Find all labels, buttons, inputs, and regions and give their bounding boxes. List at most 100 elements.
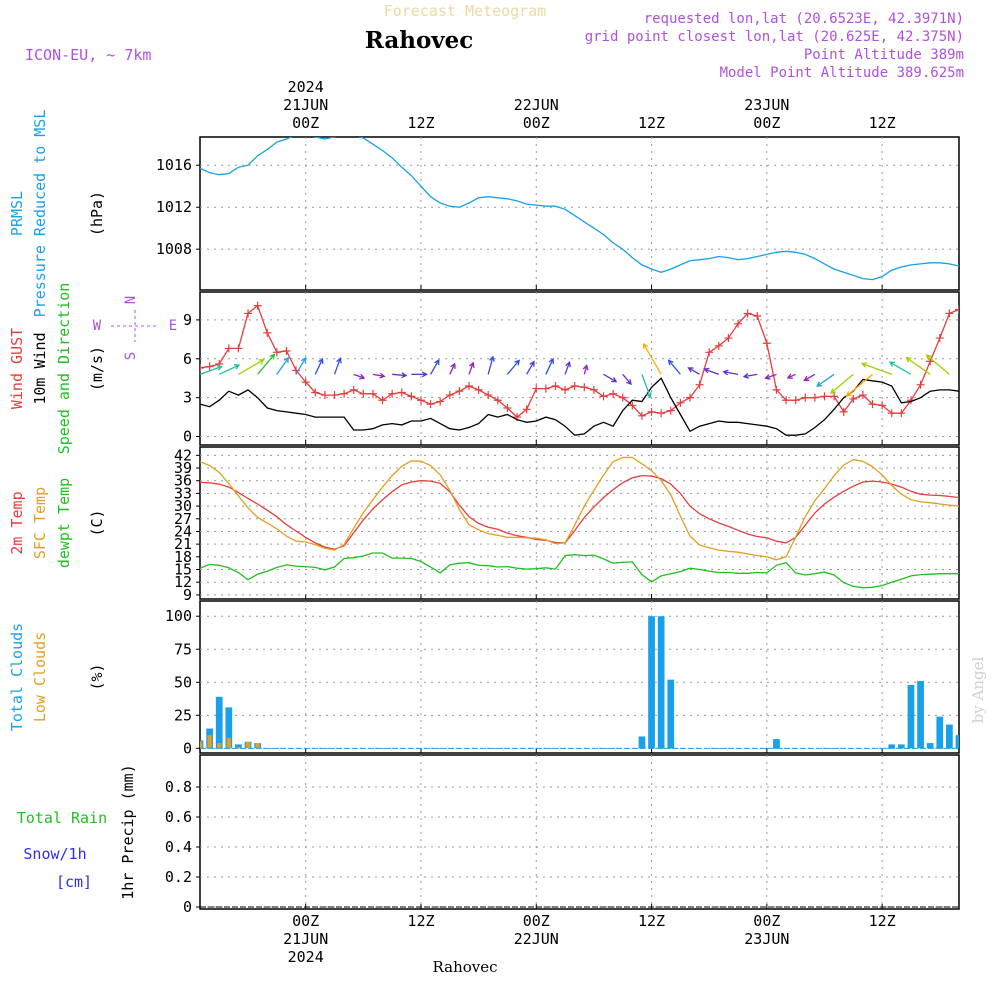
wind-arrow-head — [529, 360, 535, 367]
y-tick-label: 6 — [183, 350, 192, 368]
compass-north: N — [123, 296, 139, 304]
meta-requested: requested lon,lat (20.6523E, 42.3971N) — [644, 11, 964, 27]
gust-marker — [200, 363, 204, 372]
wind-arrow — [668, 359, 681, 375]
bar-total-clouds — [888, 744, 896, 749]
gust-marker — [484, 391, 493, 400]
gust-marker — [205, 362, 214, 371]
wind-arrow — [688, 367, 700, 375]
wind-arrow-head — [722, 369, 729, 376]
bar-low-clouds — [226, 737, 231, 749]
wind-arrow-head — [318, 357, 324, 364]
y-tick-label: 0 — [183, 428, 192, 446]
y-tick-label: 25 — [174, 706, 192, 724]
bar-total-clouds — [955, 735, 959, 749]
gust-marker — [897, 409, 906, 418]
wind-arrow-head — [860, 362, 868, 368]
time-label: 00Z — [523, 114, 550, 132]
time-label: 23JUN — [744, 96, 789, 114]
panel-label: Total Clouds — [8, 623, 26, 731]
panel-unit: (m/s) — [88, 346, 106, 391]
gust-marker — [887, 409, 896, 418]
panel-label: PRMSL — [8, 191, 26, 236]
wind-arrow-head — [283, 356, 290, 363]
bar-total-clouds — [667, 679, 675, 749]
wind-arrow-head — [269, 353, 276, 360]
gust-marker — [724, 334, 733, 343]
wind-arrow — [353, 373, 365, 379]
gust-marker — [445, 391, 454, 400]
y-tick-label: 100 — [165, 607, 192, 625]
y-tick-label: 9 — [183, 586, 192, 604]
bar-total-clouds — [946, 724, 953, 749]
time-label: 22JUN — [514, 96, 559, 114]
gust-marker — [609, 389, 618, 398]
y-tick-label: 3 — [183, 389, 192, 407]
panel-frame — [199, 136, 960, 291]
wind-arrow — [257, 353, 275, 375]
gust-marker — [955, 305, 959, 314]
wind-arrow-head — [888, 361, 896, 367]
wind-arrow-head — [233, 364, 241, 370]
wind-arrow-head — [925, 354, 932, 361]
panel-clouds: 0 25 50 75 100 — [165, 600, 960, 757]
series-10m-wind — [200, 377, 959, 436]
y-tick-label: 75 — [174, 640, 192, 658]
wind-arrow-head — [300, 356, 307, 364]
precip-ylabel: 1hr Precip (mm) — [119, 764, 137, 899]
wind-arrow-head — [258, 359, 265, 365]
gust-marker — [599, 392, 608, 401]
time-label: 00Z — [292, 114, 319, 132]
gust-marker — [244, 309, 253, 318]
bar-total-clouds — [235, 744, 242, 749]
gust-marker — [426, 400, 435, 409]
panel-label: 10m Wind — [31, 332, 49, 404]
y-tick-label: 30 — [174, 497, 192, 515]
wind-arrow — [622, 373, 632, 385]
wind-arrow-head — [830, 388, 837, 394]
plot-area — [200, 616, 959, 749]
panel-precip: 0 0.2 0.4 0.6 0.8 — [165, 754, 960, 916]
gust-marker — [570, 381, 579, 390]
bar-total-clouds — [225, 707, 233, 749]
wind-arrow-head — [703, 367, 710, 374]
gust-marker — [762, 339, 771, 348]
panel-frame — [199, 446, 960, 600]
panel-label: Speed and Direction — [55, 283, 73, 455]
wind-arrow-head — [845, 391, 852, 397]
gust-marker — [224, 344, 233, 353]
wind-arrow — [545, 358, 554, 375]
gust-marker — [368, 389, 377, 398]
y-tick-label: 1016 — [156, 156, 192, 174]
wind-arrow — [526, 361, 535, 375]
gust-marker — [858, 391, 867, 400]
gust-marker — [878, 401, 887, 410]
precip-legend: Snow/1h — [23, 845, 86, 863]
y-tick-label: 0.6 — [165, 808, 192, 826]
wind-arrow — [564, 362, 571, 375]
time-label: 12Z — [407, 114, 434, 132]
panels: 1008101210160369912151821242730333639420… — [156, 136, 960, 916]
wind-arrow — [743, 373, 758, 378]
precip-legend: Total Rain — [17, 809, 107, 827]
side-labels: PRMSL Pressure Reduced to MSL (hPa) Wind GU… — [8, 110, 177, 900]
wind-arrow — [723, 371, 739, 375]
bar-low-clouds — [207, 735, 212, 749]
y-tick-label: 27 — [174, 510, 192, 528]
gust-marker — [311, 388, 320, 397]
compass-south: S — [123, 352, 139, 360]
bar-total-clouds — [926, 743, 934, 749]
gust-marker — [465, 381, 474, 390]
y-tick-label: 0.2 — [165, 868, 192, 886]
gust-marker — [810, 393, 819, 402]
gust-marker — [676, 398, 685, 407]
wind-arrow-head — [646, 392, 652, 399]
meta-altitude: Point Altitude 389m — [804, 47, 964, 63]
gust-marker — [397, 388, 406, 397]
y-tick-label: 50 — [174, 673, 192, 691]
gust-marker — [637, 411, 646, 420]
wind-arrow-head — [216, 365, 223, 371]
gust-marker — [666, 406, 675, 415]
